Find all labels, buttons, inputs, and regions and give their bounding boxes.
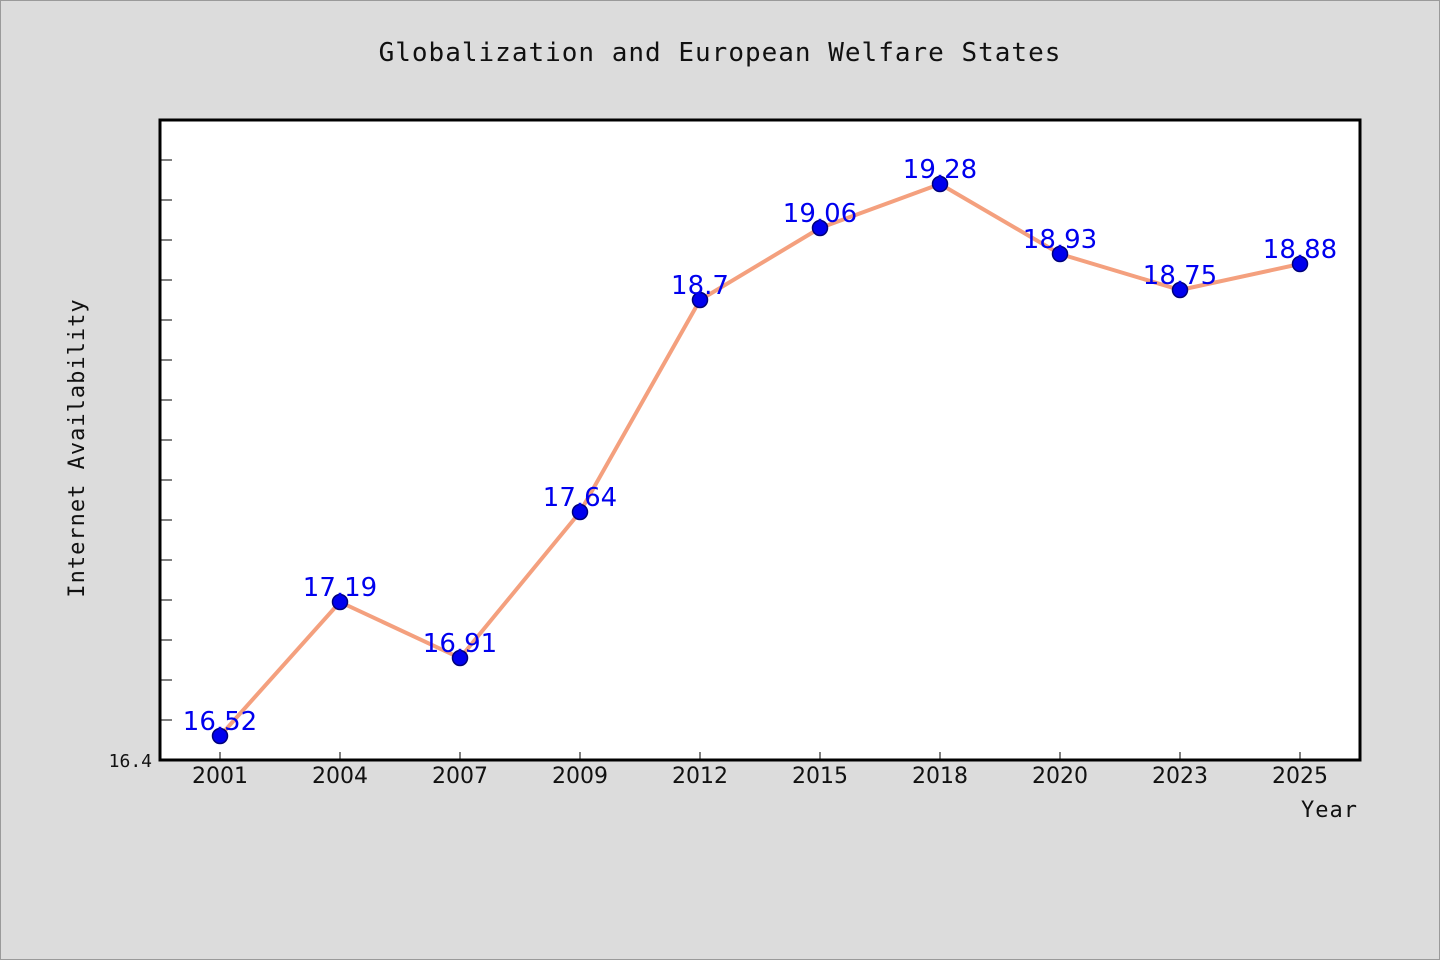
x-tick-label: 2018: [912, 764, 968, 789]
x-tick-label: 2025: [1272, 764, 1328, 789]
x-tick-label: 2012: [672, 764, 728, 789]
data-point: [1291, 255, 1309, 273]
data-label: 18.7: [671, 271, 729, 301]
data-point: [931, 175, 949, 193]
data-label: 19.06: [783, 199, 857, 229]
chart-title: Globalization and European Welfare State…: [379, 38, 1062, 68]
data-markers: [211, 175, 1309, 745]
data-label: 16.52: [183, 707, 257, 737]
data-point: [811, 219, 829, 237]
data-point: [691, 291, 709, 309]
data-point: [1171, 281, 1189, 299]
data-label: 18.93: [1023, 225, 1097, 255]
data-label: 18.75: [1143, 261, 1217, 291]
data-point: [571, 503, 589, 521]
x-tick-label: 2009: [552, 764, 608, 789]
x-tick-label: 2020: [1032, 764, 1088, 789]
x-tick-label: 2004: [312, 764, 368, 789]
x-tick-labels: 2001 2004 2007 2009 2012 2015 2018 2020 2023 2025: [192, 764, 1328, 789]
data-point: [1051, 245, 1069, 263]
data-labels: 16.52 17.19 16.91 17.64 18.7 19.06 19.28 18.93 1…: [183, 155, 1337, 737]
data-point: [331, 593, 349, 611]
data-label: 16.91: [423, 629, 497, 659]
data-label: 17.19: [303, 573, 377, 603]
x-axis-label: Year: [1301, 798, 1358, 823]
data-label: 17.64: [543, 483, 617, 513]
y-axis-label: Internet Availability: [65, 298, 90, 597]
x-tick-label: 2023: [1152, 764, 1208, 789]
data-label: 19.28: [903, 155, 977, 185]
y-tick-label: 16.4: [109, 751, 152, 772]
data-point: [211, 727, 229, 745]
x-tick-label: 2001: [192, 764, 248, 789]
series-line: [218, 182, 1301, 738]
data-label: 18.88: [1263, 235, 1337, 265]
data-point: [451, 649, 469, 667]
x-tick-label: 2015: [792, 764, 848, 789]
plot-frame: [158, 118, 1362, 762]
plot-area: [160, 120, 1360, 760]
x-tick-label: 2007: [432, 764, 488, 789]
